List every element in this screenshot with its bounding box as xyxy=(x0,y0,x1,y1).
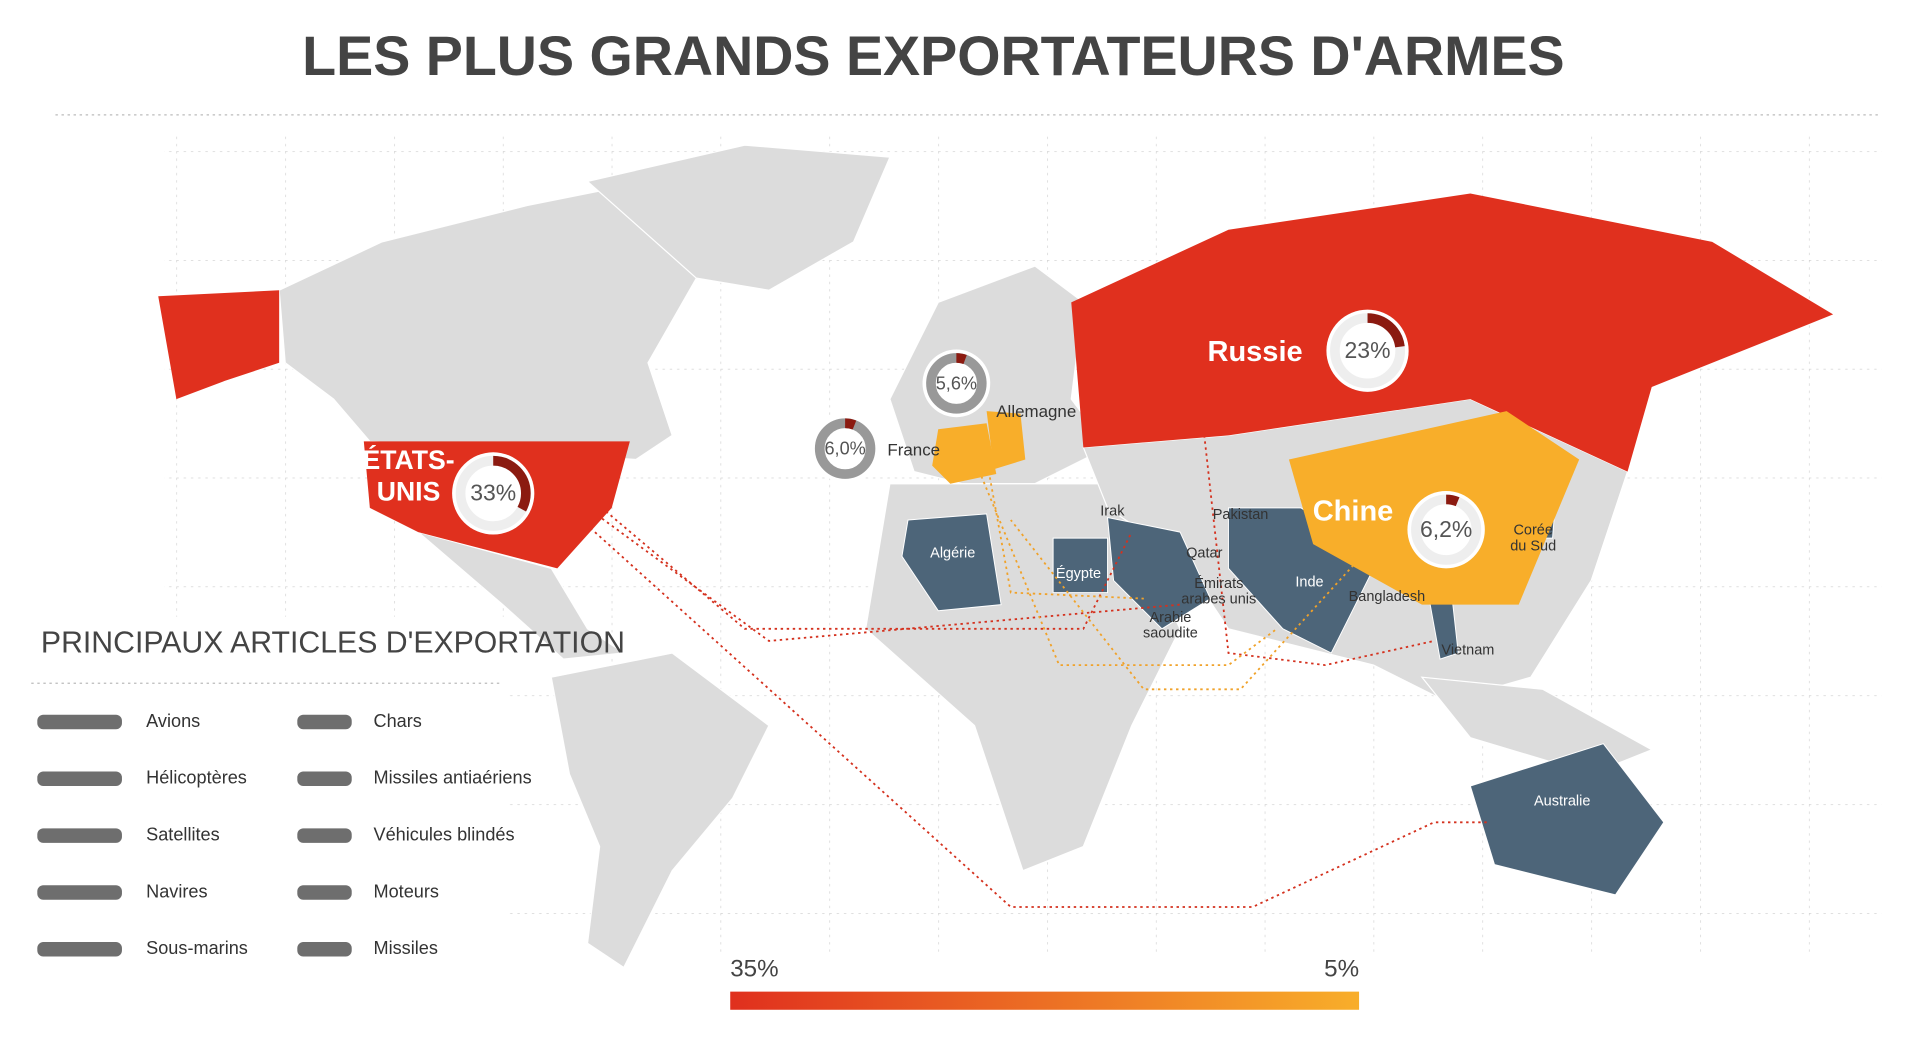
exporter-name: Chine xyxy=(1313,495,1394,527)
importer-label: Australie xyxy=(1534,794,1590,810)
legend-item: Satellites xyxy=(146,824,220,844)
title: LES PLUS GRANDS EXPORTATEURS D'ARMES xyxy=(302,25,1564,87)
exporter-name: Russie xyxy=(1207,336,1302,368)
importer-label: Corée xyxy=(1513,523,1553,539)
legend-icon xyxy=(297,828,352,843)
exporter-name: ÉTATS- xyxy=(363,445,455,475)
legend-icon xyxy=(37,885,122,900)
country xyxy=(986,411,1026,470)
legend-icon xyxy=(37,828,122,843)
importer-label: Arabie xyxy=(1149,610,1191,626)
exporter-name: UNIS xyxy=(377,476,441,506)
exporters: 33% ÉTATS-UNIS 23% Russie 6,2% Chine 6,0% Franc… xyxy=(158,193,1834,605)
legend-bg xyxy=(25,616,509,1004)
trade-links xyxy=(580,435,1489,908)
scale-max: 35% xyxy=(730,955,778,982)
legend-icon xyxy=(37,771,122,787)
donut-arc xyxy=(814,418,876,479)
country xyxy=(932,423,997,484)
importer-label: Inde xyxy=(1295,575,1323,591)
legend-item: Missiles xyxy=(373,938,437,958)
legend-item: Sous-marins xyxy=(146,938,248,958)
importer-label: Pakistan xyxy=(1213,507,1269,523)
legend: PRINCIPAUX ARTICLES D'EXPORTATION Avions H… xyxy=(25,616,625,1004)
importer-label: Bangladesh xyxy=(1349,589,1426,605)
legend-icon xyxy=(297,714,352,730)
share-label: 6,0% xyxy=(824,439,865,459)
importer-label: Vietnam xyxy=(1441,642,1494,658)
legend-item: Avions xyxy=(146,711,200,731)
importer-label: Qatar xyxy=(1186,546,1222,562)
donut-arc xyxy=(1411,494,1482,565)
color-scale: 35% 5% xyxy=(730,955,1360,1010)
importer-label: arabes unis xyxy=(1181,592,1256,608)
legend-icon xyxy=(297,885,352,900)
exporter-name: France xyxy=(887,441,940,460)
importer-label: Algérie xyxy=(930,546,975,562)
legend-item: Véhicules blindés xyxy=(373,824,514,844)
legend-icon xyxy=(37,714,122,730)
share-label: 33% xyxy=(470,480,516,506)
exporter-name: Allemagne xyxy=(996,402,1076,421)
country xyxy=(1071,193,1834,472)
legend-title: PRINCIPAUX ARTICLES D'EXPORTATION xyxy=(41,627,625,660)
share-label: 6,2% xyxy=(1420,516,1472,542)
scale-bar xyxy=(730,991,1360,1010)
donut-arc xyxy=(926,353,987,414)
share-label: 5,6% xyxy=(936,373,977,393)
legend-item: Missiles antiaériens xyxy=(373,768,531,788)
donut-arc xyxy=(1330,313,1406,389)
legend-icon xyxy=(297,942,352,957)
legend-item: Navires xyxy=(146,881,207,901)
importer-label: Émirats xyxy=(1194,575,1243,592)
importer-label: saoudite xyxy=(1143,626,1198,642)
importer-label: Irak xyxy=(1100,503,1125,519)
scale-min: 5% xyxy=(1324,955,1359,982)
importer-shapes xyxy=(901,507,1665,896)
legend-item: Chars xyxy=(373,711,421,731)
country xyxy=(158,290,280,400)
share-label: 23% xyxy=(1345,337,1391,363)
legend-item: Moteurs xyxy=(373,881,438,901)
legend-icon xyxy=(37,942,122,957)
legend-item: Hélicoptères xyxy=(146,768,247,788)
donut-arc xyxy=(455,455,531,531)
importer-label: Égypte xyxy=(1056,565,1101,582)
importer-label: du Sud xyxy=(1510,538,1556,554)
legend-icon xyxy=(297,771,352,787)
